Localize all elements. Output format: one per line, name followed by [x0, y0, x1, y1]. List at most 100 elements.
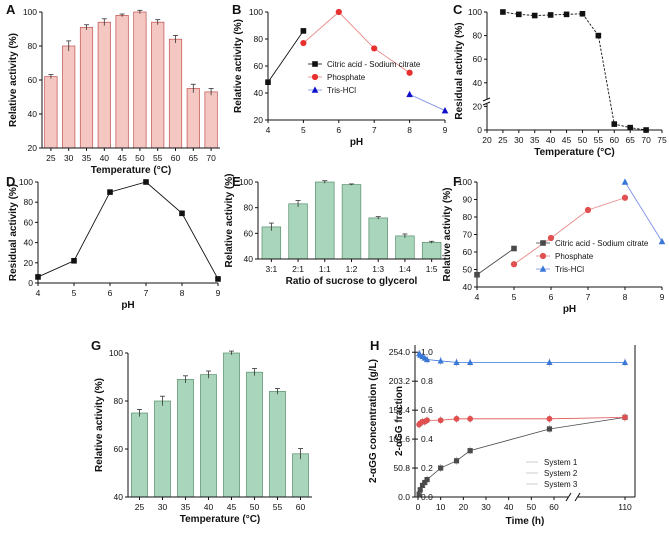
- series-line: [476, 248, 515, 276]
- data-point: [584, 206, 592, 214]
- panel-h: 0 10 20 30 40 50 60 110 0.0 50.8 101.6 152.4 203.2 25…: [368, 338, 636, 527]
- data-point: [474, 271, 480, 278]
- panel-b: 4 5 6 7 8 9 20 40 60 80 100 Citric acid - Sodium ci…: [232, 2, 449, 148]
- data-point: [622, 414, 628, 421]
- x-tick-label: 40: [204, 502, 214, 512]
- panel-f: 4 5 6 7 8 9 40 50 60 70 80 90 100 Citric acid - Sodiu…: [442, 174, 666, 315]
- x-tick-label: 4: [475, 292, 480, 302]
- x-tick-label: 40: [100, 153, 110, 163]
- x-tick-label: 8: [623, 292, 628, 302]
- data-point: [300, 39, 307, 47]
- x-tick-label: 30: [158, 502, 168, 512]
- y-tick-label: 80: [473, 31, 483, 41]
- y-tick-label: 100: [468, 7, 482, 17]
- data-point: [422, 479, 428, 486]
- x-tick-label: 20: [482, 135, 492, 145]
- data-point: [595, 32, 602, 39]
- y-tick-label: 100: [109, 348, 123, 358]
- axis-break-mark: [482, 101, 491, 106]
- x-tick-label: 30: [481, 502, 491, 512]
- x-tick-label: 1:1: [319, 264, 331, 274]
- x-tick-label: 50: [527, 502, 537, 512]
- series-line: [418, 353, 625, 363]
- bar: [292, 453, 309, 498]
- y-axis-title-right: 2-αGG fraction: [394, 386, 405, 456]
- bar: [131, 412, 148, 498]
- y-tick-label-left: 152.4: [389, 405, 411, 415]
- x-axis-title: pH: [350, 137, 363, 148]
- data-point: [500, 9, 506, 15]
- y-tick-label: 80: [244, 203, 254, 213]
- y-tick-label: 40: [24, 238, 34, 248]
- x-axis-title: Temperature (°C): [180, 514, 261, 525]
- series-line: [37, 181, 219, 280]
- y-tick-label-right: 0.8: [421, 376, 433, 386]
- legend-marker: [311, 73, 319, 81]
- x-tick-label: 3:1: [265, 264, 277, 274]
- y-tick-label-left: 254.0: [389, 347, 411, 357]
- y-tick-label-right: 0.2: [421, 463, 433, 473]
- x-tick-label: 45: [117, 153, 127, 163]
- legend-label: Citric acid - Sodium citrate: [555, 239, 649, 248]
- bar: [368, 217, 388, 260]
- x-tick-label: 55: [594, 135, 604, 145]
- axis-break-mark: [574, 492, 581, 502]
- x-tick-label: 4: [36, 288, 41, 298]
- data-point: [419, 482, 426, 489]
- x-tick-label: 9: [216, 288, 221, 298]
- data-point: [416, 491, 422, 497]
- y-tick-label: 70: [463, 230, 473, 240]
- data-point: [621, 358, 629, 365]
- y-tick-label: 40: [114, 492, 124, 502]
- y-tick-label: 80: [28, 41, 38, 51]
- series-line: [513, 197, 626, 265]
- data-point: [107, 189, 113, 195]
- data-point: [546, 358, 553, 365]
- panel-label: F: [453, 174, 461, 189]
- x-tick-label: 8: [407, 125, 412, 135]
- data-point: [621, 178, 629, 185]
- data-point: [546, 415, 553, 422]
- bar: [200, 374, 217, 498]
- axis-break-mark: [565, 492, 572, 502]
- series-line: [267, 30, 304, 83]
- bar: [395, 235, 415, 260]
- data-point: [371, 45, 378, 52]
- series-line: [303, 11, 410, 74]
- bar: [223, 352, 240, 498]
- data-point: [215, 276, 221, 282]
- bar: [177, 379, 194, 498]
- y-tick-label: 20: [254, 115, 264, 125]
- x-tick-label: 7: [372, 125, 377, 135]
- x-tick-label: 60: [171, 153, 181, 163]
- x-tick-label: 110: [618, 502, 632, 512]
- series-line: [502, 11, 647, 131]
- x-tick-label: 5: [301, 125, 306, 135]
- panel-label: E: [232, 174, 241, 189]
- panel-label: G: [91, 338, 101, 353]
- data-point: [438, 465, 444, 471]
- legend-label: Citric acid - Sodium citrate: [327, 60, 421, 69]
- data-point: [547, 12, 554, 18]
- data-point: [35, 274, 41, 280]
- bar: [204, 91, 218, 149]
- y-tick-label: 100: [19, 177, 33, 187]
- x-tick-label: 25: [135, 502, 145, 512]
- y-tick-label: 0: [477, 125, 482, 135]
- x-tick-label: 55: [153, 153, 163, 163]
- data-point: [579, 10, 586, 17]
- x-tick-label: 50: [578, 135, 588, 145]
- x-tick-label: 40: [546, 135, 556, 145]
- y-tick-label: 60: [244, 228, 254, 238]
- data-point: [406, 69, 413, 76]
- y-tick-label: 50: [463, 265, 473, 275]
- data-point: [511, 245, 517, 252]
- x-tick-label: 65: [189, 153, 199, 163]
- x-axis-title: pH: [563, 304, 576, 315]
- data-point: [621, 194, 629, 201]
- bar: [44, 76, 58, 149]
- data-point: [300, 28, 307, 34]
- x-tick-label: 70: [641, 135, 651, 145]
- x-tick-label: 45: [562, 135, 572, 145]
